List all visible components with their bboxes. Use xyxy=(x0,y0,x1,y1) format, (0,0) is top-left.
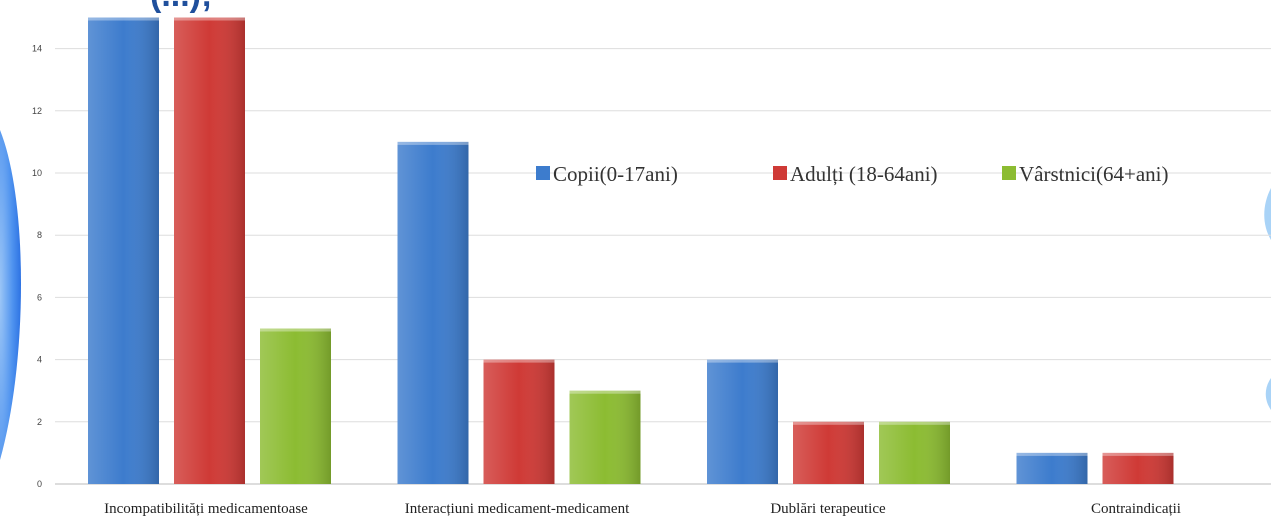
slide-title-fragment: (...); xyxy=(150,0,212,14)
y-tick-label: 4 xyxy=(37,355,42,365)
y-tick-label: 8 xyxy=(37,230,42,240)
bar-shading xyxy=(879,421,950,484)
bar-top-highlight xyxy=(1016,452,1088,456)
right-decorative-arc-top xyxy=(1264,188,1271,240)
y-tick-label: 10 xyxy=(32,168,42,178)
bar-shading xyxy=(793,421,864,484)
bar-shading xyxy=(260,328,331,484)
bar-shading xyxy=(707,359,778,484)
bar-top-highlight xyxy=(397,141,469,145)
legend-label-2: Adulți (18-64ani) xyxy=(790,162,938,186)
bar-top-highlight xyxy=(793,421,864,425)
y-tick-label: 2 xyxy=(37,417,42,427)
legend-label-1: Copii(0-17ani) xyxy=(553,162,678,186)
bar-shading xyxy=(174,17,245,484)
bar-shading xyxy=(88,17,159,484)
bar-shading xyxy=(569,390,641,484)
legend-label-3: Vârstnici(64+ani) xyxy=(1019,162,1168,186)
gridlines xyxy=(55,48,1271,485)
bars xyxy=(88,17,1174,484)
bar-shading xyxy=(1102,452,1174,484)
category-label: Incompatibilități medicamentoase xyxy=(104,501,308,517)
legend-swatch-2 xyxy=(773,166,787,180)
right-decorative-arc-bottom xyxy=(1265,378,1271,410)
bar-top-highlight xyxy=(174,17,245,21)
bar-top-highlight xyxy=(88,17,159,21)
bar-shading xyxy=(397,141,469,484)
y-axis-ticks: 0 2 4 6 8 10 12 14 xyxy=(32,44,42,489)
y-tick-label: 6 xyxy=(37,292,42,302)
category-label: Contraindicații xyxy=(1091,501,1181,517)
bar-shading xyxy=(483,359,555,484)
bar-shading xyxy=(1016,452,1088,484)
x-axis-categories: Incompatibilități medicamentoase Interacț… xyxy=(104,501,1181,517)
bar-top-highlight xyxy=(260,328,331,332)
bar-top-highlight xyxy=(707,359,778,363)
y-tick-label: 0 xyxy=(37,479,42,489)
legend: Copii(0-17ani) Adulți (18-64ani) Vârstnici… xyxy=(536,162,1168,186)
y-tick-label: 14 xyxy=(32,44,42,54)
bar-top-highlight xyxy=(569,390,641,394)
legend-swatch-3 xyxy=(1002,166,1016,180)
bar-top-highlight xyxy=(879,421,950,425)
bar-top-highlight xyxy=(1102,452,1174,456)
bar-top-highlight xyxy=(483,359,555,363)
left-decorative-arc xyxy=(0,130,21,460)
legend-swatch-1 xyxy=(536,166,550,180)
y-tick-label: 12 xyxy=(32,106,42,116)
category-label: Dublări terapeutice xyxy=(770,501,886,517)
category-label: Interacțiuni medicament-medicament xyxy=(405,501,630,517)
